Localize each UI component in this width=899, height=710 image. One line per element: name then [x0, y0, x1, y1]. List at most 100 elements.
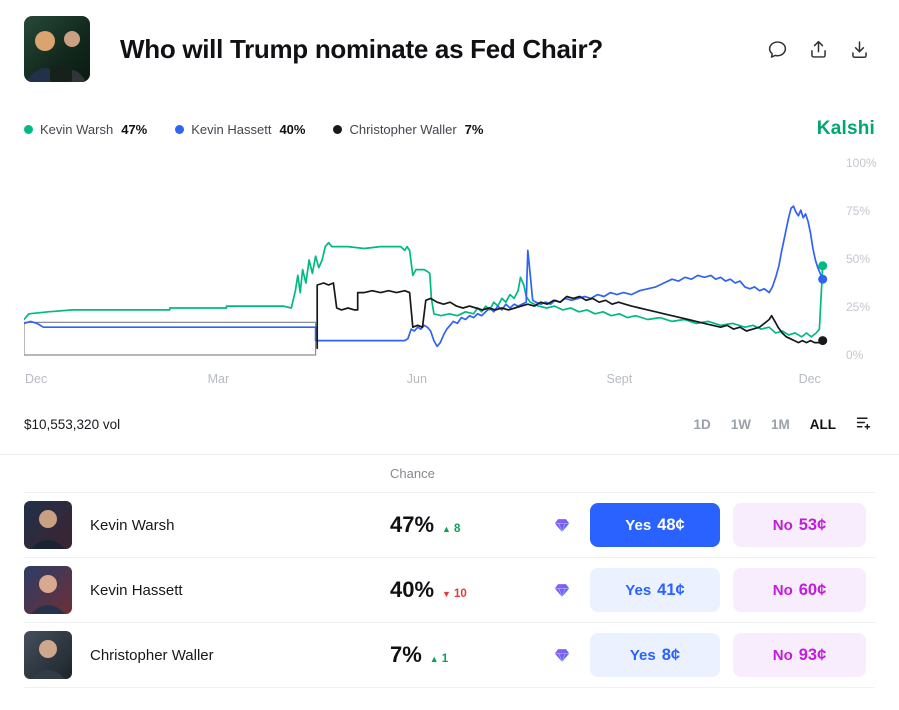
- chance-cell: 47% ▲ 8: [390, 512, 554, 538]
- yes-button[interactable]: Yes 48¢: [590, 503, 720, 547]
- comment-icon: [767, 39, 788, 60]
- legend-percent: 47%: [121, 121, 148, 137]
- indicator-list-icon: [855, 414, 872, 434]
- market-header: Who will Trump nominate as Fed Chair?: [0, 0, 899, 82]
- legend-name: Kevin Warsh: [40, 121, 114, 137]
- range-button-1d[interactable]: 1D: [693, 416, 711, 432]
- download-icon: [849, 39, 870, 60]
- legend-name: Christopher Waller: [349, 121, 457, 137]
- yes-button[interactable]: Yes 8¢: [590, 633, 720, 677]
- up-arrow-icon: ▲: [429, 654, 439, 664]
- no-label: No: [772, 646, 793, 664]
- yes-price: 48¢: [657, 515, 685, 534]
- time-range-selector: 1D 1W 1M ALL: [693, 415, 836, 434]
- no-button[interactable]: No 60¢: [733, 568, 866, 612]
- series-end-dot-christopher-waller: [818, 336, 828, 346]
- legend-percent: 40%: [279, 121, 306, 137]
- y-tick-label: 100%: [846, 156, 877, 170]
- download-button[interactable]: [844, 34, 875, 65]
- yes-button[interactable]: Yes 41¢: [590, 568, 720, 612]
- market-row-christopher-waller[interactable]: Christopher Waller 7% ▲ 1 Yes 8¢ No 93¢: [24, 623, 875, 688]
- y-tick-label: 50%: [846, 252, 871, 266]
- outcomes-table: Chance Kevin Warsh 47% ▲ 8 Yes 48¢ No 53¢ Kevin …: [0, 455, 899, 688]
- chance-percent: 7%: [390, 642, 422, 667]
- market-thumbnail: [24, 16, 90, 82]
- table-header-row: Chance: [24, 455, 875, 493]
- comment-button[interactable]: [762, 34, 793, 65]
- candidate-name: Kevin Warsh: [90, 516, 175, 534]
- no-label: No: [772, 516, 793, 534]
- yes-label: Yes: [625, 581, 652, 599]
- chart-legend: Kevin Warsh 47% Kevin Hassett 40% Christophe…: [24, 122, 817, 137]
- chart-series-inactive-outline: [24, 321, 317, 356]
- market-row-kevin-hassett[interactable]: Kevin Hassett 40% ▼ 10 Yes 41¢ No 60¢: [24, 558, 875, 623]
- yes-price: 41¢: [657, 580, 685, 599]
- no-price: 93¢: [798, 645, 827, 664]
- page-title: Who will Trump nominate as Fed Chair?: [120, 33, 603, 64]
- series-end-dot-kevin-hassett: [818, 274, 828, 284]
- volume-label: $10,553,320 vol: [24, 416, 121, 432]
- no-price: 53¢: [798, 515, 827, 534]
- legend-item-kevin-hassett[interactable]: Kevin Hassett 40%: [175, 122, 305, 137]
- kalshi-logo: Kalshi: [816, 118, 875, 139]
- legend-dot-icon: [333, 124, 343, 134]
- x-tick-label: Jun: [406, 372, 427, 386]
- x-tick-label: Dec: [798, 372, 821, 386]
- yes-label: Yes: [625, 516, 652, 534]
- up-arrow-icon: ▲: [442, 524, 451, 534]
- yes-price: 8¢: [661, 645, 681, 664]
- x-tick-label: Dec: [25, 372, 48, 386]
- down-arrow-icon: ▼: [442, 589, 451, 599]
- chart-series-christopher-waller: [316, 282, 824, 350]
- yes-label: Yes: [629, 646, 656, 664]
- candidate-avatar: [24, 566, 72, 614]
- candidate-avatar: [24, 501, 72, 549]
- chance-percent: 40%: [390, 577, 435, 602]
- diamond-icon[interactable]: [554, 648, 590, 663]
- x-tick-label: Mar: [207, 372, 230, 386]
- y-tick-label: 75%: [846, 204, 871, 218]
- chance-change: ▼ 10: [442, 588, 467, 600]
- share-button[interactable]: [803, 34, 834, 65]
- legend-name: Kevin Hassett: [191, 121, 272, 137]
- legend-dot-icon: [24, 124, 33, 134]
- chart-footer: $10,553,320 vol 1D 1W 1M ALL: [0, 410, 899, 438]
- no-button[interactable]: No 93¢: [733, 633, 866, 677]
- x-axis-labels: Dec Mar Jun Sept Dec: [24, 372, 875, 392]
- chart-series-kevin-warsh: [24, 241, 824, 338]
- y-tick-label: 0%: [846, 348, 864, 362]
- price-chart[interactable]: 100% 75% 50% 25% 0%: [24, 156, 877, 366]
- x-tick-label: Sept: [606, 372, 633, 386]
- chance-change: ▲ 8: [442, 523, 461, 535]
- legend-item-christopher-waller[interactable]: Christopher Waller 7%: [333, 122, 483, 137]
- legend-row: Kevin Warsh 47% Kevin Hassett 40% Christophe…: [0, 118, 899, 140]
- range-button-all[interactable]: ALL: [809, 416, 836, 432]
- table-body: Kevin Warsh 47% ▲ 8 Yes 48¢ No 53¢ Kevin Hassett…: [24, 493, 875, 688]
- range-button-1m[interactable]: 1M: [770, 416, 790, 432]
- diamond-icon[interactable]: [554, 583, 590, 598]
- y-tick-label: 25%: [846, 300, 871, 314]
- no-button[interactable]: No 53¢: [733, 503, 866, 547]
- chart-series-kevin-hassett: [24, 205, 824, 348]
- header-actions: [762, 34, 875, 65]
- diamond-icon[interactable]: [554, 518, 590, 533]
- no-label: No: [772, 581, 793, 599]
- market-thumbnail-image: [24, 16, 90, 82]
- market-row-kevin-warsh[interactable]: Kevin Warsh 47% ▲ 8 Yes 48¢ No 53¢: [24, 493, 875, 558]
- chance-cell: 7% ▲ 1: [390, 642, 554, 668]
- chart-canvas[interactable]: [24, 156, 834, 366]
- candidate-avatar: [24, 631, 72, 679]
- chance-cell: 40% ▼ 10: [390, 577, 554, 603]
- legend-item-kevin-warsh[interactable]: Kevin Warsh 47%: [24, 122, 147, 137]
- range-button-1w[interactable]: 1W: [730, 416, 751, 432]
- share-icon: [808, 39, 829, 60]
- chance-percent: 47%: [390, 512, 435, 537]
- no-price: 60¢: [798, 580, 827, 599]
- legend-percent: 7%: [464, 121, 484, 137]
- chance-change: ▲ 1: [429, 653, 449, 665]
- series-end-dot-kevin-warsh: [818, 261, 828, 271]
- chart-settings-button[interactable]: [852, 411, 875, 437]
- section-divider: [0, 454, 899, 455]
- chance-column-header: Chance: [390, 466, 435, 481]
